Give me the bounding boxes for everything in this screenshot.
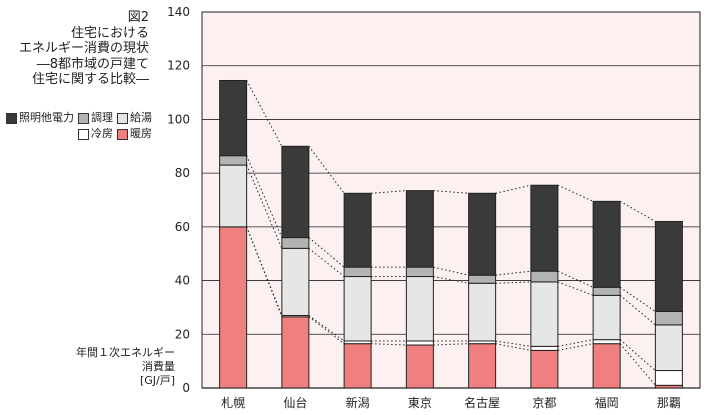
connector-line (371, 190, 407, 194)
chart-title: 図2 住宅における エネルギー消費の現状 ―8都市域の戸建て 住宅に関する比較― (19, 10, 149, 88)
bar-segment (654, 220, 683, 312)
y-tick-label: 120 (167, 59, 190, 73)
connector-line (495, 281, 531, 284)
connector-line (246, 155, 283, 238)
bar-segment (343, 276, 372, 342)
title-line: ―8都市域の戸建て (36, 56, 149, 72)
x-tick-label: 福岡 (595, 395, 619, 410)
y-axis-label-line: [GJ/戸] (139, 374, 175, 387)
title-line: 図2 (127, 10, 149, 25)
legend: 照明他電力 調理 給湯 冷房 暖房 (6, 110, 156, 142)
x-tick-label: 京都 (532, 396, 556, 410)
bar-segment (219, 226, 248, 389)
y-axis-label: 年間１次エネルギー 消費量 [GJ/戸] (76, 346, 175, 388)
x-tick-label: 名古屋 (464, 395, 500, 410)
connector-line (619, 343, 656, 386)
bar-segment (468, 282, 497, 342)
title-line: 住宅における (70, 25, 149, 41)
connector-line (308, 145, 345, 194)
y-tick-label: 20 (175, 327, 190, 341)
bar-segment (654, 324, 683, 372)
bar-segment (592, 339, 621, 345)
connector-line (308, 315, 345, 342)
legend-item-cooking: 調理 (78, 110, 113, 126)
bar-segment (281, 145, 310, 239)
bar-segment (592, 294, 621, 341)
legend-swatch (78, 112, 89, 124)
legend-label: 給湯 (130, 111, 152, 124)
bar-segment (405, 344, 434, 389)
y-axis-label-line: 消費量 (142, 360, 175, 373)
connector-line (619, 286, 656, 312)
x-tick-label: 新潟 (346, 395, 370, 410)
bar-segment (592, 343, 621, 389)
legend-item-cooling: 冷房 (78, 126, 113, 142)
legend-swatch (117, 112, 128, 124)
legend-label: 照明他電力 (19, 111, 74, 124)
bar-segment (343, 266, 372, 278)
x-tick-label: 仙台 (283, 395, 307, 410)
legend-swatch (117, 128, 128, 140)
bar-segment (219, 79, 248, 157)
bar-segment (219, 164, 248, 228)
y-tick-label: 0 (182, 381, 190, 395)
plot-area (201, 11, 701, 389)
bar-segment (405, 190, 434, 268)
legend-label: 冷房 (91, 127, 113, 140)
bar-segment (592, 286, 621, 296)
bar-segment (530, 281, 559, 347)
connector-line (433, 343, 469, 346)
legend-item-lighting: 照明他電力 (6, 110, 74, 126)
connector-line (557, 270, 594, 288)
legend-swatch (6, 112, 17, 124)
connector-line (619, 200, 656, 222)
bar-segment (219, 155, 248, 166)
legend-swatch (78, 128, 89, 140)
bar-segment (530, 270, 559, 283)
y-tick-label: 40 (175, 274, 190, 288)
connector-line (371, 343, 407, 346)
title-line: 住宅に関する比較― (31, 72, 149, 87)
bar-segment (654, 370, 683, 386)
legend-label: 調理 (91, 111, 113, 124)
bar-segment (405, 276, 434, 342)
bar-segment (654, 310, 683, 326)
x-tick-label: 那覇 (657, 396, 681, 410)
connector-line (433, 190, 469, 194)
bar-segment (405, 340, 434, 346)
y-tick-label: 60 (175, 220, 190, 234)
y-axis-label-line: 年間１次エネルギー (76, 346, 175, 359)
bar-segment (343, 343, 372, 389)
bar-segment (281, 316, 310, 389)
bar-segment (468, 343, 497, 389)
legend-row: 冷房 暖房 (6, 126, 156, 142)
y-tick-label: 80 (175, 166, 190, 180)
y-tick-label: 100 (167, 112, 190, 126)
legend-label: 暖房 (130, 127, 152, 140)
bar-segment (530, 184, 559, 272)
bar-segment (405, 266, 434, 278)
legend-item-hot-water: 給湯 (117, 110, 152, 126)
bar-segment (343, 192, 372, 268)
x-tick-label: 札幌 (221, 395, 245, 410)
bar-segment (468, 274, 497, 284)
legend-row: 照明他電力 調理 給湯 (6, 110, 156, 126)
x-tick-label: 東京 (408, 396, 432, 410)
legend-item-heating: 暖房 (117, 126, 152, 142)
bar-segment (530, 345, 559, 351)
connector-line (308, 316, 345, 345)
connector-line (246, 80, 283, 147)
bar-segment (281, 247, 310, 316)
title-line: エネルギー消費の現状 (18, 41, 149, 56)
bar-segment (468, 192, 497, 276)
bar-segment (530, 349, 559, 389)
bar-segment (592, 200, 621, 288)
connector-line (246, 164, 283, 249)
y-tick-label: 140 (167, 5, 190, 19)
connector-line (557, 184, 594, 202)
bar-segment (281, 237, 310, 249)
